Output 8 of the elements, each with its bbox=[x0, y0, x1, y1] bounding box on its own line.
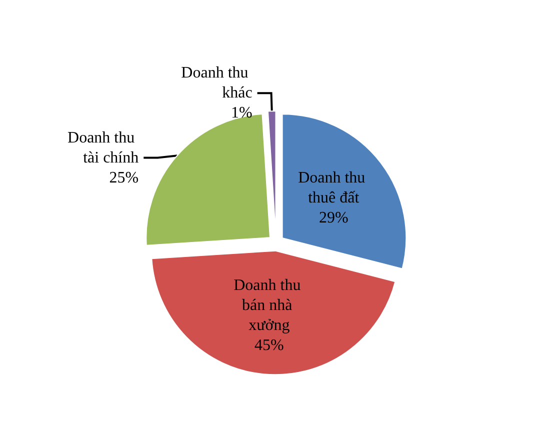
slice-label: Doanh thu khác bbox=[181, 64, 252, 102]
data-label: 29% bbox=[318, 210, 348, 227]
data-label: 25% bbox=[109, 169, 139, 186]
data-label: 45% bbox=[254, 336, 284, 354]
slice-label: Doanh thu tài chính bbox=[68, 129, 139, 166]
data-label: 1% bbox=[230, 104, 252, 122]
slice-label: Doanh thu bán nhà xưởng bbox=[234, 276, 305, 334]
slice-label: Doanh thu thuê đất bbox=[298, 170, 370, 207]
